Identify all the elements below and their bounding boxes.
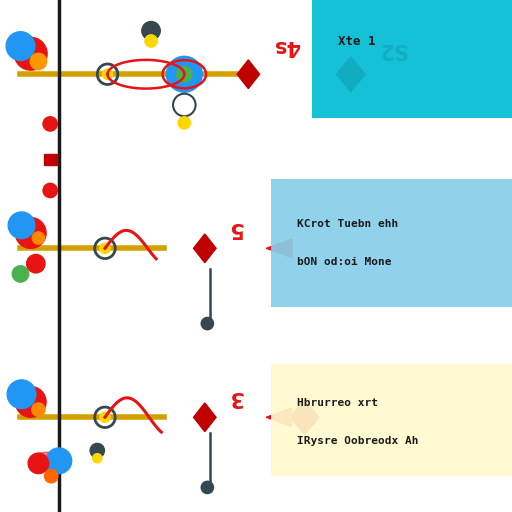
Circle shape xyxy=(201,317,214,330)
Circle shape xyxy=(43,183,57,198)
Text: 4s: 4s xyxy=(273,36,300,56)
Circle shape xyxy=(100,412,110,422)
Circle shape xyxy=(30,53,47,70)
Polygon shape xyxy=(336,57,365,92)
Circle shape xyxy=(100,243,110,253)
Text: KCrot Tuebn ehh: KCrot Tuebn ehh xyxy=(297,219,398,229)
Circle shape xyxy=(12,266,29,282)
Circle shape xyxy=(142,22,160,40)
FancyBboxPatch shape xyxy=(312,0,512,118)
Circle shape xyxy=(15,218,46,248)
Circle shape xyxy=(15,387,46,417)
Polygon shape xyxy=(194,403,216,432)
Circle shape xyxy=(102,69,113,79)
FancyBboxPatch shape xyxy=(271,179,512,307)
Circle shape xyxy=(32,403,45,416)
Circle shape xyxy=(6,32,35,60)
FancyBboxPatch shape xyxy=(271,364,512,476)
Circle shape xyxy=(166,56,202,92)
Text: S2: S2 xyxy=(377,38,407,59)
Circle shape xyxy=(46,448,72,474)
Polygon shape xyxy=(290,400,319,435)
Circle shape xyxy=(145,35,157,47)
Circle shape xyxy=(45,470,58,483)
Circle shape xyxy=(7,380,36,409)
Circle shape xyxy=(177,67,192,82)
Circle shape xyxy=(178,117,190,129)
Circle shape xyxy=(14,37,47,70)
Text: Xte 1: Xte 1 xyxy=(338,35,375,48)
Circle shape xyxy=(43,117,57,131)
Circle shape xyxy=(32,232,45,244)
Text: 3: 3 xyxy=(228,387,243,407)
Polygon shape xyxy=(266,239,292,258)
Circle shape xyxy=(27,254,45,273)
Circle shape xyxy=(28,453,49,474)
Circle shape xyxy=(201,481,214,494)
Circle shape xyxy=(93,454,102,463)
Polygon shape xyxy=(266,408,292,426)
Circle shape xyxy=(90,443,104,458)
Polygon shape xyxy=(194,234,216,263)
Text: Hbrurreo xrt: Hbrurreo xrt xyxy=(297,398,378,408)
Text: IRysre Oobreodx Ah: IRysre Oobreodx Ah xyxy=(297,436,418,446)
Bar xyxy=(44,154,57,165)
Polygon shape xyxy=(237,60,260,89)
Text: bON od:oi Mone: bON od:oi Mone xyxy=(297,258,392,267)
Text: 5: 5 xyxy=(228,218,243,238)
Circle shape xyxy=(8,212,35,239)
Ellipse shape xyxy=(29,452,68,472)
